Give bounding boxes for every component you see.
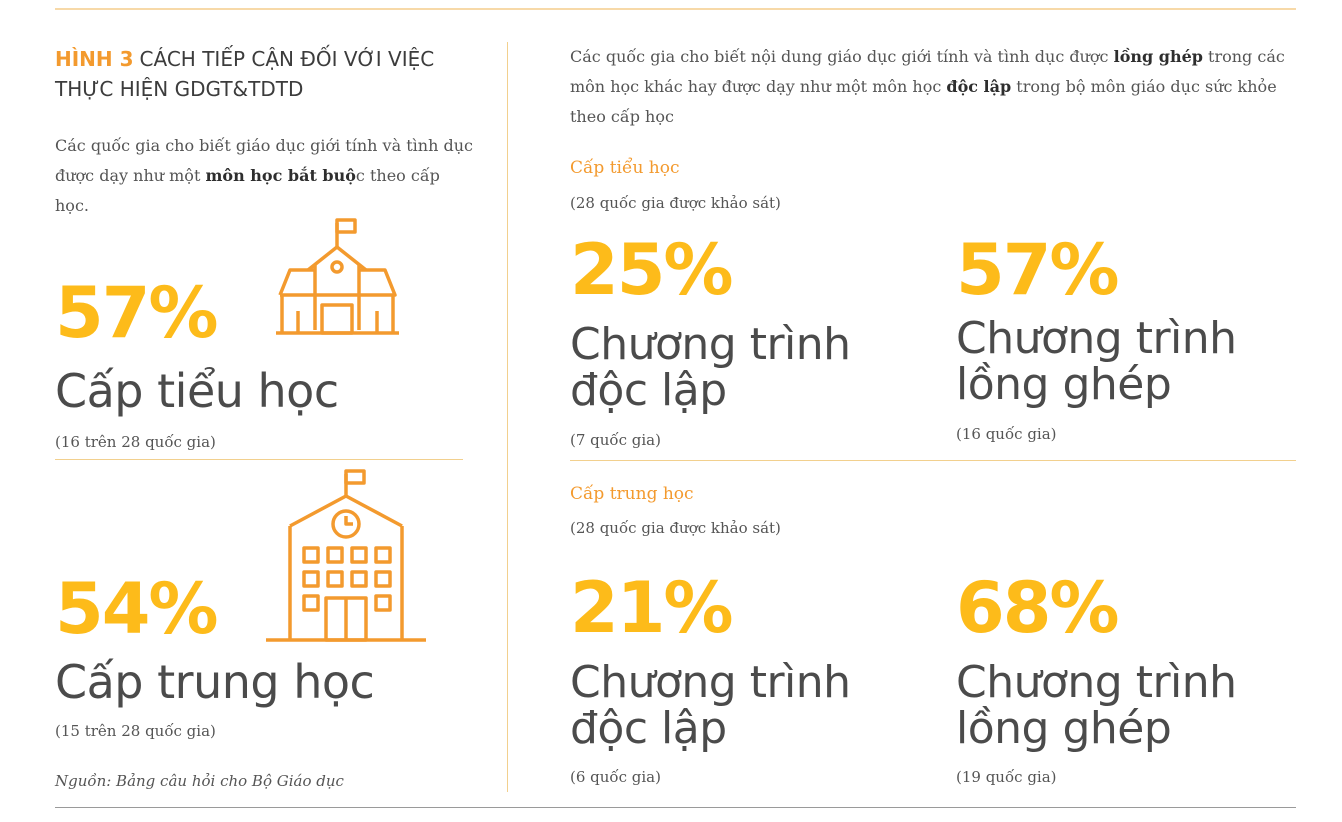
primary-integrated-label-line1: Chương trình [956, 313, 1237, 364]
primary-level-label: Cấp tiểu học [55, 364, 339, 418]
source-note: Nguồn: Bảng câu hỏi cho Bộ Giáo dục [55, 772, 344, 790]
left-desc-bold: môn học bắt buộ [205, 166, 356, 185]
secondary-mandatory-percent: 54% [55, 568, 219, 650]
primary-survey-note: (28 quốc gia được khảo sát) [570, 194, 781, 212]
secondary-mandatory-note: (15 trên 28 quốc gia) [55, 722, 216, 740]
figure-title-text: CÁCH TIẾP CẬN ĐỐI VỚI VIỆC THỰC HIỆN GDG… [55, 47, 435, 101]
primary-heading: Cấp tiểu học [570, 158, 680, 178]
secondary-standalone-note: (6 quốc gia) [570, 768, 661, 786]
column-divider [507, 42, 508, 792]
primary-mandatory-note: (16 trên 28 quốc gia) [55, 433, 216, 451]
primary-standalone-percent: 25% [570, 229, 734, 311]
secondary-survey-note: (28 quốc gia được khảo sát) [570, 519, 781, 537]
right-desc-bold-standalone: độc lập [946, 77, 1012, 96]
secondary-standalone-label-line2: độc lập [570, 703, 727, 754]
secondary-integrated-label: Chương trình lồng ghép [956, 660, 1336, 752]
right-desc-text-1: Các quốc gia cho biết nội dung giáo dục … [570, 47, 1109, 66]
figure-number: HÌNH 3 [55, 47, 134, 71]
primary-standalone-label-line1: Chương trình [570, 319, 851, 370]
primary-integrated-label-line2: lồng ghép [956, 359, 1172, 410]
primary-integrated-label: Chương trình lồng ghép [956, 316, 1336, 408]
bottom-rule [55, 807, 1296, 808]
secondary-level-label: Cấp trung học [55, 655, 375, 709]
primary-standalone-note: (7 quốc gia) [570, 431, 661, 449]
right-desc-text-2: trong các môn học khác hay được dạy như … [570, 47, 1285, 96]
school-house-icon [276, 218, 399, 335]
right-desc-bold-integrated: lồng ghép [1113, 47, 1203, 66]
top-rule [55, 8, 1296, 10]
secondary-integrated-note: (19 quốc gia) [956, 768, 1057, 786]
school-building-clock-icon [266, 469, 426, 642]
secondary-integrated-label-line1: Chương trình [956, 657, 1237, 708]
secondary-standalone-percent: 21% [570, 567, 734, 649]
primary-standalone-label: Chương trình độc lập [570, 322, 950, 414]
primary-mandatory-percent: 57% [55, 272, 219, 354]
left-desc-text: Các quốc gia cho biết giáo dục giới tính… [55, 136, 473, 185]
right-section-divider [570, 460, 1296, 461]
left-description: Các quốc gia cho biết giáo dục giới tính… [55, 131, 475, 221]
primary-integrated-percent: 57% [956, 229, 1120, 311]
figure-title: HÌNH 3 CÁCH TIẾP CẬN ĐỐI VỚI VIỆC THỰC HI… [55, 44, 495, 104]
left-section-divider [55, 459, 463, 460]
secondary-integrated-percent: 68% [956, 567, 1120, 649]
secondary-integrated-label-line2: lồng ghép [956, 703, 1172, 754]
secondary-standalone-label: Chương trình độc lập [570, 660, 950, 752]
left-desc-end: c theo cấp học. [55, 166, 440, 215]
primary-integrated-note: (16 quốc gia) [956, 425, 1057, 443]
right-description: Các quốc gia cho biết nội dung giáo dục … [570, 42, 1310, 132]
secondary-heading: Cấp trung học [570, 484, 694, 504]
primary-standalone-label-line2: độc lập [570, 365, 727, 416]
right-desc-text-3: trong bộ môn giáo dục sức khỏe theo cấp … [570, 77, 1277, 126]
secondary-standalone-label-line1: Chương trình [570, 657, 851, 708]
